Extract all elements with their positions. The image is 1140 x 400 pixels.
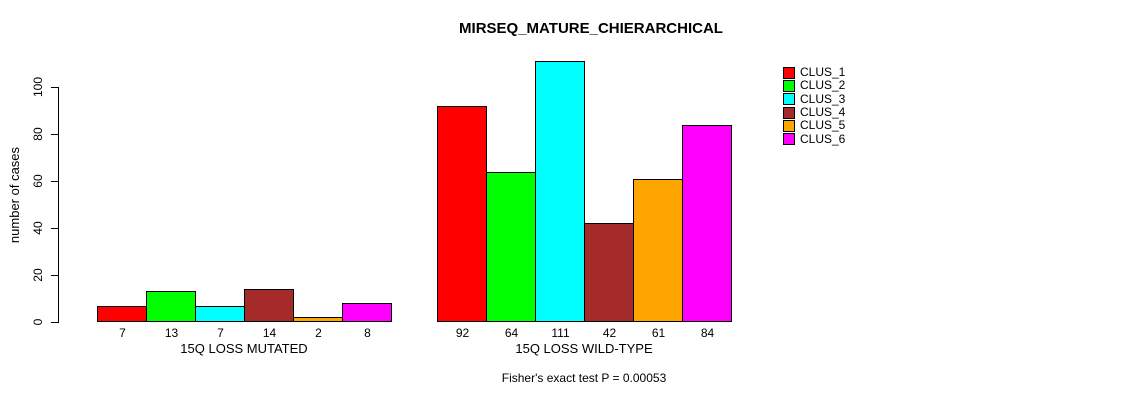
legend-item: CLUS_1 — [783, 66, 845, 79]
bar-value-label: 8 — [364, 326, 371, 340]
legend-item: CLUS_6 — [783, 131, 846, 146]
bar-value-label: 13 — [164, 326, 179, 340]
x-group-label: 15Q LOSS MUTATED — [180, 341, 308, 356]
y-tick — [51, 322, 58, 323]
bar-value-label: 7 — [119, 326, 126, 340]
y-tick — [51, 181, 58, 182]
x-group-label: 15Q LOSS WILD-TYPE — [515, 341, 653, 356]
bar-value-label: 64 — [504, 326, 519, 340]
legend-label: CLUS_6 — [800, 131, 846, 146]
bar-clus_3-group1 — [195, 306, 245, 322]
legend: CLUS_1 CLUS_2 CLUS_3 CLUS_4 CLUS_5 CLUS_6 — [783, 66, 893, 152]
annotation-fisher-test: Fisher's exact test P = 0.00053 — [501, 371, 667, 385]
y-tick-label: 80 — [31, 127, 45, 141]
bar-clus_5-group1 — [293, 317, 343, 322]
legend-label: CLUS_5 — [800, 118, 846, 133]
y-tick — [51, 134, 58, 135]
bar-value-label: 2 — [315, 326, 322, 340]
legend-label: CLUS_3 — [800, 91, 846, 106]
legend-label: CLUS_2 — [800, 78, 846, 93]
bar-value-label: 111 — [551, 326, 570, 340]
y-tick-label: 40 — [31, 221, 45, 235]
bar-clus_3-group2 — [535, 61, 585, 322]
legend-item: CLUS_3 — [783, 91, 846, 106]
bar-clus_4-group1 — [244, 289, 294, 322]
legend-swatch-clus_4 — [783, 106, 795, 119]
y-tick — [51, 87, 58, 88]
bar-value-label: 7 — [217, 326, 224, 340]
bar-value-label: 14 — [262, 326, 277, 340]
bar-clus_6-group2 — [682, 125, 732, 322]
chart-title: MIRSEQ_MATURE_CHIERARCHICAL — [459, 20, 723, 37]
bar-clus_1-group1 — [97, 306, 147, 322]
legend-swatch-clus_6 — [783, 133, 795, 146]
y-tick-label: 60 — [31, 174, 45, 188]
legend-swatch-clus_2 — [783, 79, 795, 92]
legend-item: CLUS_5 — [783, 119, 845, 132]
y-axis-line — [58, 87, 59, 323]
y-tick — [51, 275, 58, 276]
y-tick-label: 20 — [31, 268, 45, 282]
legend-label: CLUS_4 — [800, 105, 846, 120]
legend-label: CLUS_1 — [800, 65, 846, 79]
legend-swatch-clus_1 — [783, 66, 795, 79]
y-tick-label: 100 — [31, 76, 45, 98]
bar-clus_6-group1 — [342, 303, 392, 322]
bar-value-label: 61 — [651, 326, 666, 340]
bar-clus_2-group1 — [146, 291, 196, 322]
legend-item: CLUS_2 — [783, 79, 845, 92]
bar-value-label: 84 — [700, 326, 715, 340]
y-axis-title: number of cases — [7, 146, 22, 244]
bar-clus_4-group2 — [584, 223, 634, 322]
bar-clus_1-group2 — [437, 106, 487, 322]
bar-clus_5-group2 — [633, 179, 683, 322]
bar-value-label: 92 — [455, 326, 470, 340]
legend-swatch-clus_3 — [783, 93, 795, 106]
legend-item: CLUS_4 — [783, 106, 845, 119]
y-tick-label: 0 — [31, 318, 45, 326]
legend-swatch-clus_5 — [783, 119, 795, 132]
bar-clus_2-group2 — [486, 172, 536, 322]
y-tick — [51, 228, 58, 229]
bar-value-label: 42 — [602, 326, 617, 340]
